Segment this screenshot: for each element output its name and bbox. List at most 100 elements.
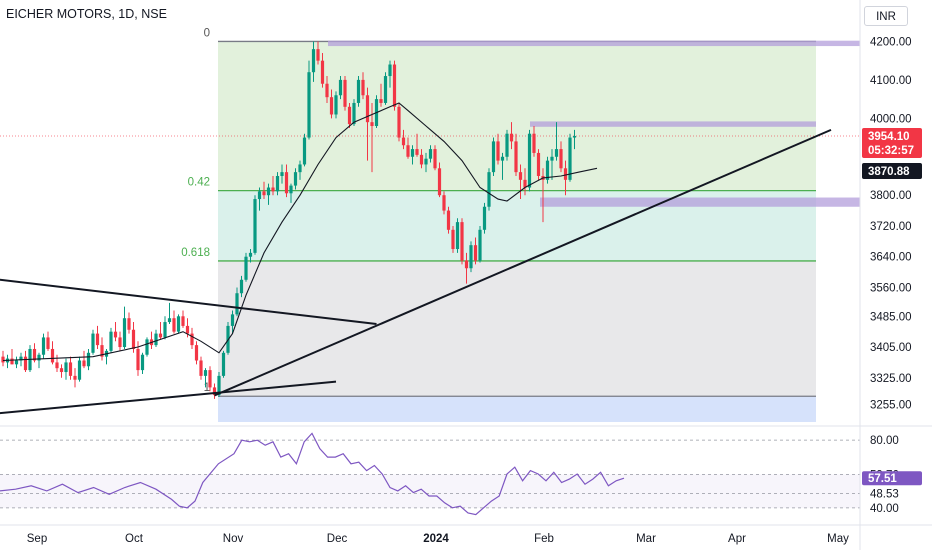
candle[interactable] <box>28 345 32 373</box>
candle[interactable] <box>239 275 244 298</box>
candle[interactable] <box>248 249 253 263</box>
candle[interactable] <box>253 195 257 255</box>
candle[interactable] <box>410 145 415 165</box>
candle[interactable] <box>482 202 487 234</box>
candle[interactable] <box>545 156 550 184</box>
candle[interactable] <box>199 356 203 380</box>
candle[interactable] <box>406 137 410 159</box>
candle[interactable] <box>212 383 217 399</box>
candle[interactable] <box>194 341 199 365</box>
candle[interactable] <box>563 160 568 196</box>
candle[interactable] <box>244 252 248 282</box>
candle[interactable] <box>338 76 343 100</box>
candle[interactable] <box>145 337 149 357</box>
candle[interactable] <box>383 72 388 105</box>
candle[interactable] <box>451 225 455 253</box>
candle[interactable] <box>415 133 419 157</box>
candle[interactable] <box>154 329 158 348</box>
candle[interactable] <box>469 241 473 273</box>
candle[interactable] <box>298 160 302 180</box>
candle[interactable] <box>361 72 365 100</box>
candle[interactable] <box>320 52 325 88</box>
candle[interactable] <box>419 149 424 169</box>
candle[interactable] <box>64 358 68 380</box>
candle[interactable] <box>505 129 509 161</box>
candle[interactable] <box>73 368 77 388</box>
candle[interactable] <box>37 352 41 369</box>
candle[interactable] <box>388 60 392 88</box>
candle[interactable] <box>59 364 64 378</box>
candle[interactable] <box>550 149 554 180</box>
candle[interactable] <box>82 350 86 369</box>
candle[interactable] <box>266 183 271 205</box>
candle[interactable] <box>289 183 293 203</box>
trendline-1[interactable] <box>0 380 337 417</box>
candle[interactable] <box>208 366 212 392</box>
candle[interactable] <box>86 348 91 371</box>
trendline-0[interactable] <box>0 276 377 325</box>
candle[interactable] <box>428 145 433 163</box>
candle[interactable] <box>442 191 446 215</box>
candle[interactable] <box>95 325 100 349</box>
candle[interactable] <box>446 206 451 234</box>
candle[interactable] <box>230 310 235 334</box>
candle[interactable] <box>509 122 514 150</box>
candle[interactable] <box>113 322 118 342</box>
candle[interactable] <box>554 122 559 161</box>
candle[interactable] <box>311 41 316 82</box>
candle[interactable] <box>172 310 176 334</box>
candle[interactable] <box>559 141 563 173</box>
candle[interactable] <box>271 175 275 196</box>
candle[interactable] <box>523 168 527 196</box>
candle[interactable] <box>302 133 307 167</box>
candle[interactable] <box>235 287 239 317</box>
candle[interactable] <box>46 331 50 351</box>
candle[interactable] <box>5 354 10 369</box>
candle[interactable] <box>140 352 145 374</box>
candle[interactable] <box>41 333 46 359</box>
candle[interactable] <box>343 76 347 111</box>
candle[interactable] <box>109 327 113 353</box>
candle[interactable] <box>118 331 122 351</box>
candle[interactable] <box>392 60 397 111</box>
currency-selector[interactable]: INR <box>864 6 908 26</box>
candle[interactable] <box>491 137 496 176</box>
candle[interactable] <box>122 306 127 349</box>
candle[interactable] <box>55 354 59 373</box>
candle[interactable] <box>280 164 284 184</box>
candle[interactable] <box>104 348 109 365</box>
candle[interactable] <box>478 225 482 263</box>
candle[interactable] <box>379 83 383 107</box>
candle[interactable] <box>203 368 208 388</box>
candle[interactable] <box>347 102 352 128</box>
candle[interactable] <box>127 312 131 334</box>
candle[interactable] <box>181 310 185 328</box>
candle[interactable] <box>433 145 437 171</box>
candle[interactable] <box>572 129 577 150</box>
candle[interactable] <box>464 252 469 284</box>
candle[interactable] <box>10 348 14 365</box>
candle[interactable] <box>149 331 154 349</box>
candle[interactable] <box>325 76 329 103</box>
candle[interactable] <box>356 76 361 107</box>
candle[interactable] <box>334 91 338 119</box>
candle[interactable] <box>518 164 523 200</box>
candle[interactable] <box>176 314 181 334</box>
candle[interactable] <box>500 152 505 180</box>
candle[interactable] <box>262 181 266 200</box>
candle[interactable] <box>257 187 262 211</box>
candle[interactable] <box>91 329 95 355</box>
candle[interactable] <box>100 337 104 361</box>
candle[interactable] <box>365 87 370 161</box>
candle[interactable] <box>293 168 298 190</box>
candle[interactable] <box>527 129 532 192</box>
candle[interactable] <box>329 89 334 119</box>
candle[interactable] <box>190 327 194 349</box>
candle[interactable] <box>167 302 172 324</box>
candle[interactable] <box>316 41 320 65</box>
trendlines[interactable] <box>0 128 832 417</box>
candle[interactable] <box>514 133 518 176</box>
candle[interactable] <box>437 162 442 198</box>
